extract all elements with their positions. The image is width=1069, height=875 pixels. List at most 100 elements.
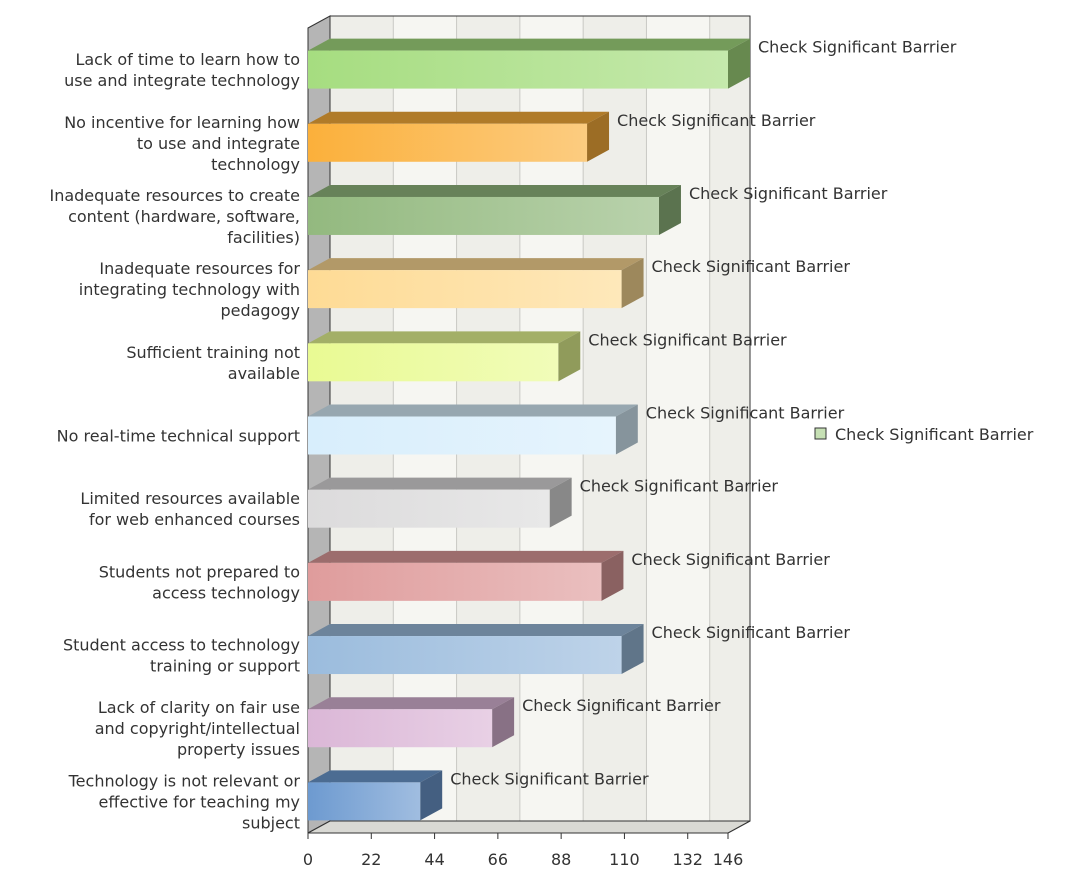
category-label-line: use and integrate technology xyxy=(64,71,300,90)
bar-end-face xyxy=(621,258,644,309)
category-label: Lack of time to learn how to use and inte… xyxy=(64,50,300,90)
bar-value-label: Check Significant Barrier xyxy=(617,111,816,130)
grid-band xyxy=(709,16,750,821)
category-label-line: Students not prepared to xyxy=(99,562,300,581)
category-label: Inadequate resources for integrating tech… xyxy=(79,259,301,320)
x-tick-label: 88 xyxy=(551,850,571,869)
category-label-line: available xyxy=(228,364,300,383)
bar[interactable] xyxy=(308,111,610,162)
bar-top-face xyxy=(308,111,610,124)
bar-value-label: Check Significant Barrier xyxy=(689,184,888,203)
bar-top-face xyxy=(308,624,644,637)
x-tick-label: 146 xyxy=(713,850,744,869)
bar[interactable] xyxy=(308,258,644,309)
bar-end-face xyxy=(728,38,750,89)
category-label: Sufficient training not available xyxy=(126,343,300,383)
category-label-line: integrating technology with xyxy=(79,280,300,299)
bar-top-face xyxy=(308,331,581,344)
bar-front-face[interactable] xyxy=(308,50,728,89)
bar-front-face[interactable] xyxy=(308,123,588,162)
bar[interactable] xyxy=(308,624,644,675)
bar[interactable] xyxy=(308,770,443,821)
category-label-line: Student access to technology xyxy=(63,636,300,655)
bar-value-label: Check Significant Barrier xyxy=(652,623,851,642)
category-label-line: Sufficient training not xyxy=(126,343,300,362)
category-label-line: Lack of time to learn how to xyxy=(75,50,300,69)
grid-band xyxy=(646,16,710,821)
x-tick-label: 132 xyxy=(672,850,703,869)
bar-value-label: Check Significant Barrier xyxy=(652,257,851,276)
category-label: No real-time technical support xyxy=(57,427,300,446)
category-label-line: Inadequate resources to create xyxy=(49,186,300,205)
bar[interactable] xyxy=(308,38,750,89)
category-label-line: Limited resources available xyxy=(80,489,300,508)
legend: Check Significant Barrier xyxy=(814,425,1034,444)
category-label: Technology is not relevant or effective f… xyxy=(68,771,301,832)
category-label: No incentive for learning how to use and … xyxy=(64,113,300,174)
bar-top-face xyxy=(308,404,638,417)
bar-end-face xyxy=(615,404,638,455)
category-label: Students not prepared to access technolog… xyxy=(99,562,300,602)
bars xyxy=(308,38,750,821)
category-label-line: technology xyxy=(211,155,300,174)
category-label-line: Inadequate resources for xyxy=(99,259,300,278)
bar-end-face xyxy=(621,624,644,675)
bar-top-face xyxy=(308,770,443,783)
bar-value-label: Check Significant Barrier xyxy=(646,404,845,423)
bar-front-face[interactable] xyxy=(308,489,550,528)
bar-front-face[interactable] xyxy=(308,196,659,235)
bar[interactable] xyxy=(308,477,572,528)
legend-label: Check Significant Barrier xyxy=(835,425,1034,444)
bar[interactable] xyxy=(308,697,515,748)
category-label: Inadequate resources to create content (h… xyxy=(49,186,300,247)
bar-value-label: Check Significant Barrier xyxy=(580,477,779,496)
bar-top-face xyxy=(308,697,515,710)
bar-top-face xyxy=(308,477,572,490)
bar[interactable] xyxy=(308,184,681,235)
bar-end-face xyxy=(658,184,681,235)
bar-end-face xyxy=(601,550,624,601)
bar-end-face xyxy=(587,111,610,162)
category-label-line: No incentive for learning how xyxy=(64,113,300,132)
bar-front-face[interactable] xyxy=(308,416,616,455)
bar-front-face[interactable] xyxy=(308,562,602,601)
bar-top-face xyxy=(308,38,750,51)
bar-top-face xyxy=(308,258,644,271)
x-tick-label: 110 xyxy=(609,850,640,869)
bar-front-face[interactable] xyxy=(308,709,493,748)
category-label-line: pedagogy xyxy=(220,301,300,320)
category-label-line: access technology xyxy=(152,583,300,602)
category-label-line: Lack of clarity on fair use xyxy=(98,698,300,717)
bar-value-label: Check Significant Barrier xyxy=(631,550,830,569)
category-label: Limited resources available for web enhan… xyxy=(80,489,300,529)
bar-top-face xyxy=(308,550,624,563)
x-tick-label: 44 xyxy=(424,850,444,869)
bar[interactable] xyxy=(308,404,638,455)
legend-swatch xyxy=(814,427,827,440)
bar[interactable] xyxy=(308,331,581,382)
bar-end-face xyxy=(558,331,581,382)
bar-value-label: Check Significant Barrier xyxy=(588,330,787,349)
category-label-line: effective for teaching my xyxy=(99,792,300,811)
category-label-line: Technology is not relevant or xyxy=(68,771,301,790)
category-label-line: content (hardware, software, xyxy=(68,207,300,226)
bar-front-face[interactable] xyxy=(308,782,421,821)
bar-end-face xyxy=(420,770,443,821)
bar[interactable] xyxy=(308,550,624,601)
bar-value-label: Check Significant Barrier xyxy=(522,696,721,715)
x-tick-label: 0 xyxy=(303,850,313,869)
plot-floor xyxy=(307,820,751,834)
category-label-line: facilities) xyxy=(227,228,300,247)
bar-front-face[interactable] xyxy=(308,270,622,309)
bar-end-face xyxy=(492,697,515,748)
category-label-line: and copyright/intellectual xyxy=(95,719,300,738)
category-label-line: for web enhanced courses xyxy=(89,510,300,529)
bar-value-label: Check Significant Barrier xyxy=(758,38,957,57)
bar-value-label: Check Significant Barrier xyxy=(450,769,649,788)
bar-front-face[interactable] xyxy=(308,343,559,382)
bar-front-face[interactable] xyxy=(308,636,622,675)
x-tick-label: 66 xyxy=(488,850,508,869)
category-label: Student access to technology training or … xyxy=(63,636,300,676)
